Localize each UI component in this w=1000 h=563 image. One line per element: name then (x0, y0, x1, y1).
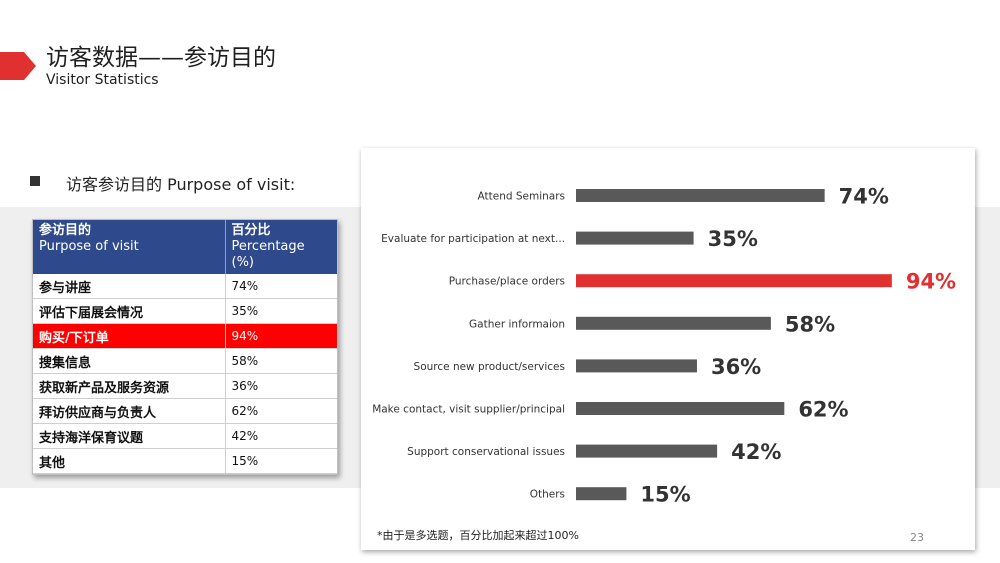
page-number: 23 (910, 531, 924, 544)
category-label: Source new product/services (414, 361, 565, 373)
row-value: 15% (225, 448, 337, 474)
category-label: Gather informaion (469, 318, 565, 330)
value-label: 74% (839, 185, 889, 209)
category-label: Support conservational issues (407, 446, 565, 458)
row-value: 62% (225, 398, 337, 424)
table-header-row: 参访目的 Purpose of visit 百分比 Percentage (%) (33, 220, 337, 274)
header-en: Purpose of visit (39, 239, 139, 254)
row-value: 42% (225, 423, 337, 449)
value-label: 62% (798, 398, 848, 422)
bar (576, 316, 771, 330)
bar (576, 444, 718, 458)
table-header-purpose: 参访目的 Purpose of visit (33, 220, 226, 274)
header-en: Percentage (%) (231, 239, 305, 270)
row-value: 94% (225, 323, 337, 349)
category-label: Attend Seminars (478, 191, 566, 203)
bar (576, 231, 694, 245)
bar (576, 487, 627, 501)
category-label: Others (530, 489, 565, 501)
category-label: Make contact, visit supplier/principal (372, 404, 565, 416)
category-label: Purchase/place orders (449, 276, 565, 288)
row-label: 搜集信息 (33, 348, 226, 374)
table-row-highlight: 购买/下订单 94% (33, 323, 337, 349)
header-cn: 参访目的 (39, 223, 92, 238)
table-row: 支持海洋保育议题 42% (33, 423, 337, 449)
table-row: 其他 15% (33, 448, 337, 474)
value-label: 58% (785, 312, 835, 336)
section-label: 访客参访目的 Purpose of visit: (66, 175, 296, 194)
row-label: 拜访供应商与负责人 (33, 398, 226, 424)
row-label: 评估下届展会情况 (33, 298, 226, 324)
arrow-icon (0, 52, 36, 80)
row-label: 参与讲座 (33, 274, 226, 299)
page-title: 访客数据——参访目的 (46, 45, 276, 71)
row-label: 其他 (33, 448, 226, 474)
table-row: 评估下届展会情况 35% (33, 298, 337, 324)
value-label: 36% (711, 355, 761, 379)
row-label: 获取新产品及服务资源 (33, 373, 226, 399)
row-label: 支持海洋保育议题 (33, 423, 226, 449)
table-row: 搜集信息 58% (33, 348, 337, 374)
bar-chart-card: Attend Seminars 74% Evaluate for participa… (361, 148, 975, 550)
bar (576, 359, 697, 373)
table-row: 获取新产品及服务资源 36% (33, 373, 337, 399)
row-value: 58% (225, 348, 337, 374)
value-label: 35% (708, 227, 758, 251)
table-row: 参与讲座 74% (33, 274, 337, 299)
value-label: 94% (906, 270, 956, 294)
category-label: Evaluate for participation at next... (381, 233, 565, 245)
bar (576, 274, 892, 288)
table-header-percentage: 百分比 Percentage (%) (225, 220, 337, 274)
value-label: 42% (731, 440, 781, 464)
table-row: 拜访供应商与负责人 62% (33, 398, 337, 424)
purpose-table: 参访目的 Purpose of visit 百分比 Percentage (%)… (32, 219, 338, 475)
row-value: 36% (225, 373, 337, 399)
bullet-square-icon (30, 176, 40, 186)
row-value: 74% (225, 274, 337, 299)
value-label: 15% (640, 483, 690, 507)
header-cn: 百分比 (231, 223, 271, 238)
bar (576, 402, 785, 415)
page-subtitle: Visitor Statistics (46, 72, 159, 88)
bar (576, 189, 825, 202)
row-label: 购买/下订单 (33, 323, 226, 349)
bar-chart: Attend Seminars 74% Evaluate for participa… (372, 185, 956, 507)
row-value: 35% (225, 298, 337, 324)
footnote: *由于是多选题，百分比加起来超过100% (377, 529, 579, 542)
